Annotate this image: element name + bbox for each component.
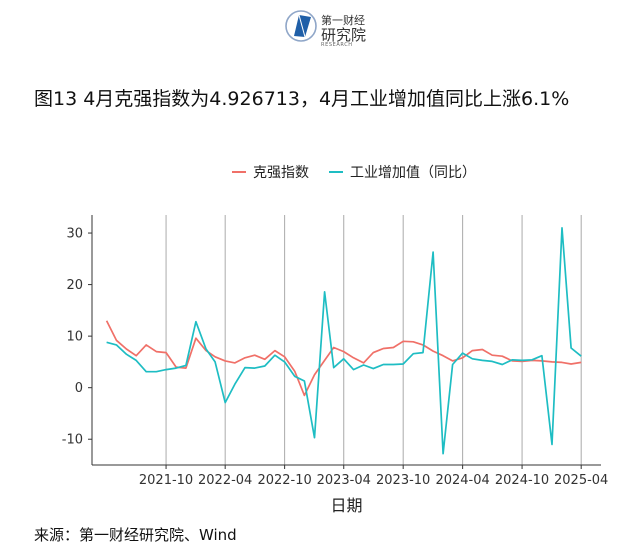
legend: 克强指数 工业增加值（同比） — [232, 165, 476, 181]
vertical-gridlines — [165, 215, 582, 465]
chart-title: 图13 4月克强指数为4.926713，4月工业增加值同比上涨6.1% — [34, 88, 570, 110]
x-tick-label-6: 2024-10 — [495, 473, 549, 488]
y-tick-label-1: 0 — [75, 381, 83, 396]
x-tick-label-1: 2022-04 — [198, 473, 252, 488]
y-tick-label-4: 30 — [66, 227, 83, 242]
logo-book-icon — [285, 10, 317, 42]
y-tick-label-2: 10 — [66, 330, 83, 345]
x-tick-label-2: 2022-10 — [257, 473, 311, 488]
logo: 第一财经 研究院 RESEARCH — [285, 6, 385, 50]
logo-brand: 第一财经 — [321, 14, 365, 27]
x-tick-label-4: 2023-10 — [376, 473, 430, 488]
source-note: 来源：第一财经研究院、Wind — [34, 526, 237, 544]
y-tick-label-3: 20 — [66, 278, 83, 293]
logo-sub: RESEARCH — [321, 42, 353, 48]
x-tick-label-7: 2025-04 — [554, 473, 608, 488]
x-tick-label-3: 2023-04 — [317, 473, 371, 488]
series-line-2 — [106, 227, 582, 455]
logo-name: 研究院 — [321, 26, 367, 44]
x-tick-label-0: 2021-10 — [139, 473, 193, 488]
series-lines — [105, 227, 582, 455]
x-tick-label-5: 2024-04 — [435, 473, 489, 488]
legend-label-1: 克强指数 — [253, 165, 309, 181]
y-tick-label-0: -10 — [62, 433, 83, 448]
legend-label-2: 工业增加值（同比） — [350, 165, 476, 181]
series-line-1 — [105, 320, 582, 397]
axes: 2021-10 2022-04 2022-10 2023-04 2023-10 2024-… — [62, 215, 608, 488]
x-axis-title: 日期 — [330, 496, 362, 515]
